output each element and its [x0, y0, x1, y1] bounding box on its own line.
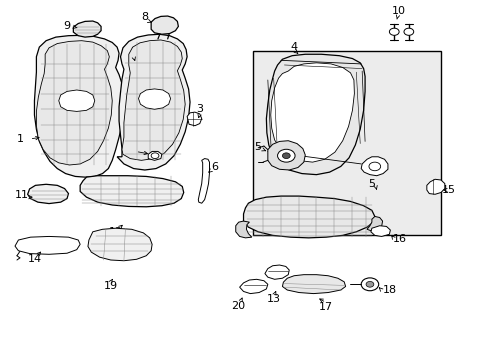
Text: 13: 13 — [266, 294, 280, 303]
Polygon shape — [266, 54, 365, 175]
Polygon shape — [267, 141, 305, 170]
Text: 1: 1 — [16, 134, 23, 144]
Text: 12: 12 — [108, 227, 122, 237]
Circle shape — [277, 149, 294, 162]
Polygon shape — [361, 157, 387, 176]
Text: 10: 10 — [391, 6, 406, 17]
Polygon shape — [138, 89, 170, 109]
Bar — [253, 51, 441, 235]
Polygon shape — [370, 226, 389, 237]
Circle shape — [368, 162, 380, 171]
Text: 5: 5 — [254, 142, 261, 152]
Polygon shape — [235, 221, 251, 238]
Polygon shape — [366, 216, 382, 231]
Circle shape — [366, 282, 373, 287]
Circle shape — [151, 153, 159, 158]
Polygon shape — [34, 35, 123, 177]
Polygon shape — [151, 16, 178, 34]
Polygon shape — [282, 275, 345, 294]
Polygon shape — [187, 112, 201, 126]
Polygon shape — [15, 237, 80, 254]
Circle shape — [403, 28, 413, 35]
Text: 6: 6 — [210, 162, 218, 172]
Text: 16: 16 — [392, 234, 406, 244]
Text: 3: 3 — [196, 104, 203, 114]
Circle shape — [361, 278, 378, 291]
Polygon shape — [28, 184, 68, 203]
Polygon shape — [270, 63, 354, 162]
Text: 7: 7 — [128, 146, 135, 156]
Text: 17: 17 — [319, 302, 332, 312]
Polygon shape — [239, 279, 267, 294]
Text: 4: 4 — [290, 42, 297, 52]
Polygon shape — [36, 41, 112, 165]
Text: 15: 15 — [441, 185, 455, 195]
Polygon shape — [73, 21, 101, 37]
Polygon shape — [426, 179, 444, 194]
Polygon shape — [264, 265, 288, 279]
Text: 14: 14 — [27, 253, 41, 264]
Polygon shape — [243, 196, 374, 238]
Text: 8: 8 — [141, 13, 148, 22]
Polygon shape — [198, 158, 209, 203]
Text: 18: 18 — [382, 285, 396, 295]
Polygon shape — [122, 40, 185, 160]
Text: 19: 19 — [103, 282, 118, 292]
Text: 20: 20 — [231, 301, 245, 311]
Text: 9: 9 — [63, 21, 70, 31]
Text: 2: 2 — [130, 47, 137, 57]
Circle shape — [282, 153, 289, 158]
Polygon shape — [80, 176, 183, 207]
Text: 11: 11 — [15, 190, 29, 200]
Polygon shape — [117, 34, 190, 170]
Text: 5: 5 — [367, 179, 375, 189]
Polygon shape — [59, 90, 95, 111]
Polygon shape — [148, 152, 162, 160]
Polygon shape — [88, 228, 152, 261]
Circle shape — [388, 28, 398, 35]
